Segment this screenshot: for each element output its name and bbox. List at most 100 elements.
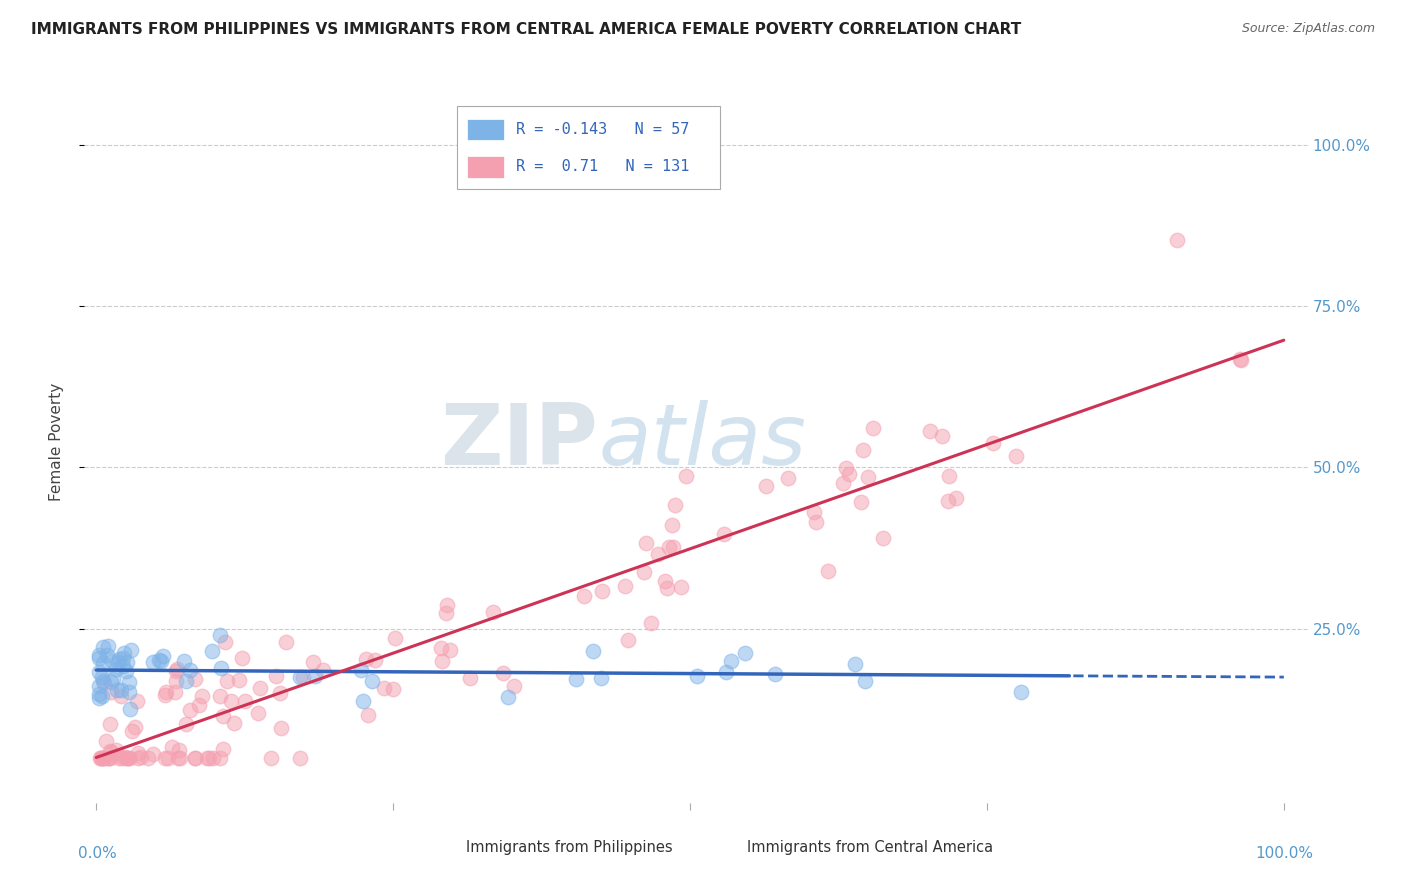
Point	[817, 564, 839, 578]
Point	[357, 708, 380, 723]
Point	[201, 644, 224, 658]
Point	[208, 689, 231, 703]
Point	[209, 628, 232, 642]
Point	[844, 657, 866, 672]
Point	[434, 606, 457, 620]
Point	[849, 494, 872, 508]
Point	[91, 690, 114, 704]
Point	[228, 673, 250, 688]
Point	[115, 750, 138, 764]
Point	[101, 672, 124, 686]
Point	[591, 671, 613, 685]
Point	[838, 467, 860, 481]
Point	[458, 671, 481, 685]
Point	[686, 669, 709, 683]
Point	[87, 687, 110, 701]
Text: ZIP: ZIP	[440, 400, 598, 483]
Point	[616, 632, 638, 647]
Point	[136, 750, 159, 764]
Point	[93, 676, 115, 690]
Point	[174, 674, 197, 689]
Point	[270, 722, 292, 736]
Point	[165, 685, 187, 699]
Point	[152, 649, 174, 664]
Point	[201, 750, 224, 764]
Point	[981, 436, 1004, 450]
Point	[179, 663, 201, 677]
Point	[713, 527, 735, 541]
Point	[430, 641, 453, 656]
Point	[198, 750, 221, 764]
Point	[111, 658, 134, 673]
Point	[918, 424, 941, 438]
Point	[89, 750, 111, 764]
Point	[266, 669, 288, 683]
Y-axis label: Female Poverty: Female Poverty	[49, 383, 63, 500]
Point	[107, 651, 129, 665]
Point	[269, 685, 291, 699]
Point	[352, 693, 374, 707]
Point	[184, 750, 207, 764]
Point	[852, 442, 875, 457]
Point	[118, 750, 141, 764]
Point	[97, 750, 120, 764]
Point	[634, 535, 657, 549]
Point	[384, 631, 406, 645]
Point	[614, 579, 637, 593]
Text: Immigrants from Philippines: Immigrants from Philippines	[465, 840, 672, 855]
Point	[90, 750, 112, 764]
Point	[1230, 352, 1253, 367]
Point	[361, 674, 384, 689]
FancyBboxPatch shape	[420, 838, 457, 857]
Point	[115, 655, 138, 669]
Point	[496, 690, 519, 705]
Point	[98, 744, 121, 758]
Point	[572, 590, 595, 604]
Point	[382, 682, 405, 697]
Point	[481, 606, 503, 620]
Point	[127, 694, 149, 708]
Point	[110, 683, 132, 698]
Point	[304, 669, 326, 683]
Point	[492, 666, 515, 681]
Point	[647, 547, 669, 561]
Point	[184, 672, 207, 686]
Point	[640, 615, 662, 630]
Point	[503, 680, 526, 694]
Point	[290, 671, 312, 685]
Point	[104, 662, 127, 676]
Point	[432, 654, 454, 668]
Point	[211, 661, 233, 675]
Point	[191, 689, 214, 703]
Point	[215, 674, 238, 689]
Point	[249, 681, 271, 696]
Point	[118, 675, 141, 690]
Point	[856, 470, 879, 484]
Point	[219, 694, 242, 708]
Point	[855, 674, 877, 689]
Point	[436, 598, 458, 612]
Point	[439, 643, 461, 657]
Point	[155, 688, 177, 702]
Point	[118, 685, 141, 699]
Point	[117, 750, 139, 764]
Point	[91, 640, 114, 654]
Point	[664, 499, 686, 513]
Point	[350, 663, 373, 677]
Text: Immigrants from Central America: Immigrants from Central America	[748, 840, 994, 855]
Point	[763, 667, 786, 681]
Point	[658, 540, 681, 554]
Point	[1229, 351, 1251, 366]
Point	[87, 679, 110, 693]
Point	[157, 750, 180, 764]
Point	[778, 471, 800, 485]
Point	[661, 518, 683, 533]
Point	[373, 681, 395, 696]
Point	[169, 743, 191, 757]
Point	[212, 708, 235, 723]
Point	[105, 683, 128, 698]
Point	[179, 702, 201, 716]
Point	[165, 664, 187, 678]
Point	[90, 750, 112, 764]
FancyBboxPatch shape	[457, 105, 720, 189]
